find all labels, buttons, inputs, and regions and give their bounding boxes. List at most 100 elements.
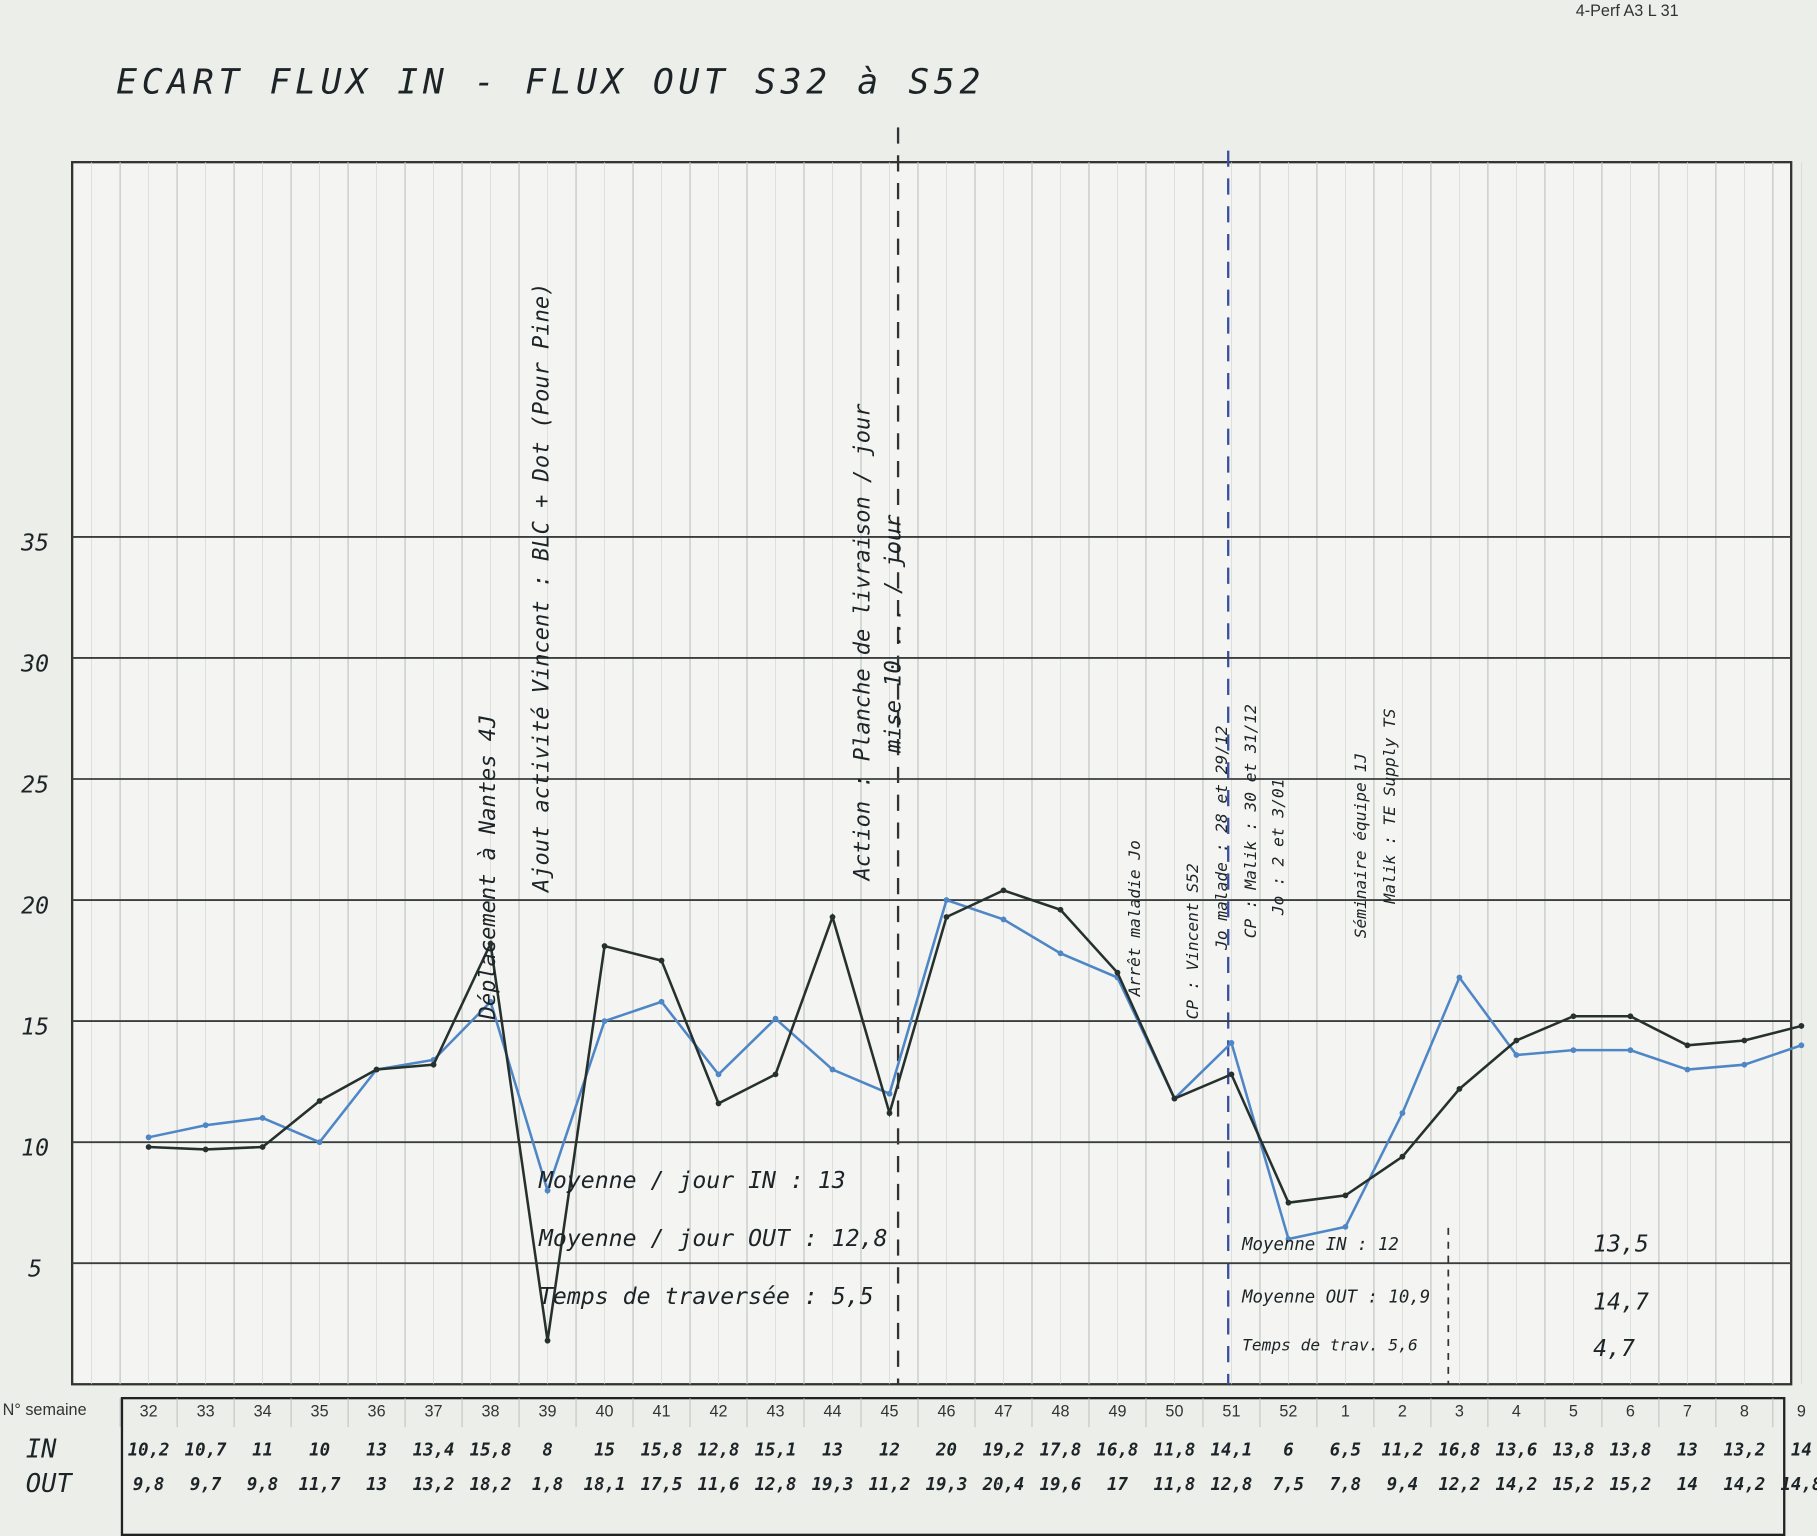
table-value: 12,8: [698, 1440, 740, 1460]
annotation: CP : Malik : 30 et 31/12: [1241, 704, 1260, 938]
x-tick-label: 1: [1341, 1402, 1350, 1420]
table-value: 17,5: [641, 1475, 683, 1495]
note: 4,7: [1593, 1336, 1635, 1362]
table-value: 20,4: [982, 1475, 1025, 1495]
point: [1798, 1042, 1805, 1049]
point: [1741, 1061, 1748, 1068]
table-value: 17,8: [1040, 1440, 1082, 1460]
table-value: 6,5: [1330, 1440, 1361, 1460]
x-tick-label: 9: [1797, 1402, 1806, 1420]
series-line: [148, 898, 1802, 1241]
table-value: 15,2: [1552, 1475, 1594, 1495]
table-value: 16,8: [1097, 1440, 1139, 1460]
x-tick-label: 6: [1626, 1402, 1635, 1420]
table-value: 13,8: [1552, 1440, 1594, 1460]
y-tick-label: 25: [21, 772, 49, 798]
point: [829, 914, 836, 920]
point: [1627, 1013, 1634, 1020]
y-tick-label: 20: [21, 894, 49, 920]
annotation: Malik : TE Supply TS: [1380, 708, 1399, 904]
table-value: 7,5: [1273, 1475, 1304, 1495]
x-tick-label: 35: [311, 1402, 329, 1420]
point: [1171, 1095, 1178, 1102]
table-value: 18,1: [584, 1475, 626, 1495]
table-value: 11,6: [698, 1475, 740, 1495]
point: [1399, 1153, 1406, 1160]
point: [1114, 969, 1121, 976]
x-tick-label: 34: [254, 1402, 272, 1420]
point: [601, 1018, 608, 1024]
table-value: 12,8: [1211, 1475, 1253, 1495]
table-value: 19,3: [812, 1475, 854, 1495]
table-value: 6: [1283, 1440, 1293, 1460]
table-value: 19,2: [983, 1440, 1025, 1460]
point: [1342, 1223, 1349, 1230]
table-value: 11,8: [1154, 1475, 1196, 1495]
table-value: 17: [1107, 1475, 1128, 1495]
x-tick-label: 32: [140, 1402, 158, 1420]
point: [259, 1144, 266, 1150]
point: [1798, 1023, 1805, 1029]
note: Moyenne OUT : 10,9: [1241, 1287, 1430, 1307]
table-value: 13,6: [1496, 1440, 1538, 1460]
annotation: mise 10 ... / jour: [882, 514, 907, 754]
note: Moyenne IN : 12: [1241, 1235, 1399, 1255]
y-tick-label: 35: [20, 530, 49, 556]
table-value: 19,3: [926, 1475, 968, 1495]
table-value: 11,2: [1382, 1440, 1424, 1460]
point: [544, 1337, 551, 1344]
x-tick-label: 5: [1569, 1402, 1578, 1420]
x-tick-label: 47: [994, 1402, 1012, 1420]
table-value: 15: [594, 1440, 615, 1460]
x-tick-label: 37: [425, 1402, 443, 1420]
annotation: Déplacement à Nantes 4J: [476, 715, 501, 1021]
x-tick-label: 42: [710, 1402, 728, 1420]
note: Temps de trav. 5,6: [1242, 1336, 1418, 1355]
table-value: 13: [366, 1440, 387, 1460]
x-tick-label: 3: [1455, 1402, 1464, 1420]
legend-label: OUT: [26, 1469, 74, 1499]
table-value: 13: [366, 1475, 387, 1495]
note: 14,7: [1593, 1290, 1649, 1316]
point: [715, 1100, 722, 1107]
table-value: 11,7: [299, 1475, 341, 1495]
point: [715, 1071, 722, 1078]
table-value: 15,2: [1609, 1475, 1651, 1495]
x-tick-label: 4: [1512, 1402, 1521, 1420]
point: [259, 1115, 266, 1121]
x-tick-label: 38: [482, 1402, 500, 1420]
point: [658, 998, 665, 1005]
point: [1570, 1013, 1577, 1020]
point: [1684, 1066, 1691, 1073]
table-value: 19,6: [1040, 1475, 1082, 1495]
table-value: 15,8: [641, 1440, 683, 1460]
table-value: 11,8: [1154, 1440, 1196, 1460]
point: [829, 1066, 836, 1073]
table-value: 14: [1791, 1440, 1812, 1460]
table-frame: [120, 1396, 1786, 1536]
table-value: 10,2: [128, 1440, 170, 1460]
point: [1000, 916, 1007, 923]
note: 13,5: [1593, 1232, 1649, 1258]
point: [1228, 1071, 1235, 1078]
point: [1570, 1047, 1577, 1054]
table-value: 14,2: [1496, 1475, 1538, 1495]
table-value: 15,1: [755, 1440, 797, 1460]
table-value: 8: [542, 1440, 552, 1460]
point: [772, 1071, 779, 1078]
point: [1456, 1085, 1463, 1092]
x-tick-label: 40: [596, 1402, 614, 1420]
point: [1741, 1037, 1748, 1044]
point: [1057, 906, 1064, 913]
annotation: Jo : 2 et 3/01: [1269, 779, 1288, 917]
x-tick-label: 51: [1222, 1402, 1240, 1420]
point: [1285, 1199, 1292, 1206]
y-tick-label: 30: [20, 651, 49, 677]
plot-frame: [70, 161, 1793, 1386]
x-tick-label: 46: [937, 1402, 955, 1420]
point: [886, 1090, 893, 1097]
table-value: 13: [1677, 1440, 1698, 1460]
point: [1684, 1042, 1691, 1049]
table-value: 11,2: [869, 1475, 911, 1495]
